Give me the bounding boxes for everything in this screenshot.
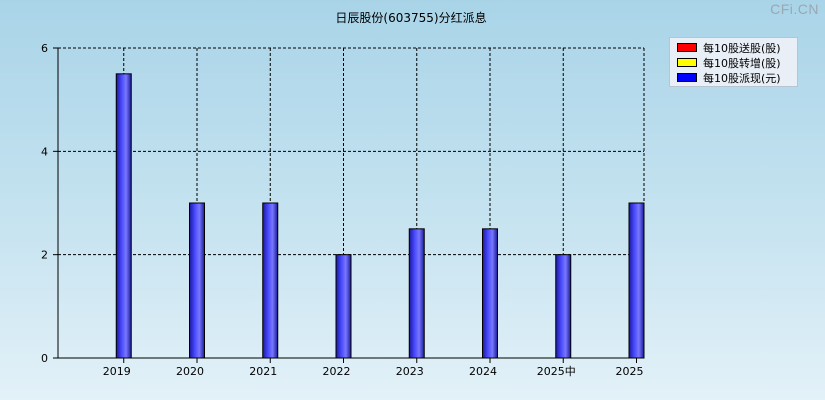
legend-label: 每10股派现(元) xyxy=(703,71,781,85)
legend-swatch-red xyxy=(677,43,697,52)
x-tick-label: 2021 xyxy=(249,365,277,378)
x-tick-label: 2025 xyxy=(616,365,644,378)
bar xyxy=(555,254,572,359)
legend-swatch-blue xyxy=(677,73,697,82)
x-tick-label: 2022 xyxy=(323,365,351,378)
legend-swatch-yellow xyxy=(677,58,697,67)
axes-layer: 0 2 4 6 2019 2020 2021 2022 2023 2024 2025中 2025 xyxy=(41,42,645,378)
bar xyxy=(335,254,352,359)
x-tick-label: 2023 xyxy=(396,365,424,378)
watermark-logo: CFi.CN xyxy=(770,1,819,17)
bar xyxy=(482,228,498,359)
chart-title: 日辰股份(603755)分红派息 xyxy=(335,10,486,25)
bar xyxy=(628,202,645,359)
bar xyxy=(115,73,132,359)
x-tick-label: 2019 xyxy=(103,365,131,378)
bar xyxy=(262,202,279,359)
x-tick-label: 2024 xyxy=(469,365,497,378)
legend-label: 每10股送股(股) xyxy=(703,41,781,55)
y-tick-label: 0 xyxy=(41,352,48,365)
y-tick-label: 4 xyxy=(41,145,48,158)
bar xyxy=(408,228,425,359)
legend-label: 每10股转增(股) xyxy=(703,56,781,70)
x-tick-label: 2025中 xyxy=(537,365,576,378)
legend: 每10股送股(股) 每10股转增(股) 每10股派现(元) xyxy=(669,37,798,87)
y-tick-label: 2 xyxy=(41,249,48,262)
legend-item-zhuanzeng: 每10股转增(股) xyxy=(677,55,797,70)
bars-layer xyxy=(115,73,645,359)
bar xyxy=(189,202,205,359)
x-tick-label: 2020 xyxy=(176,365,204,378)
legend-item-paixian: 每10股派现(元) xyxy=(677,70,797,85)
y-tick-label: 6 xyxy=(41,42,48,55)
legend-item-songgu: 每10股送股(股) xyxy=(677,40,797,55)
